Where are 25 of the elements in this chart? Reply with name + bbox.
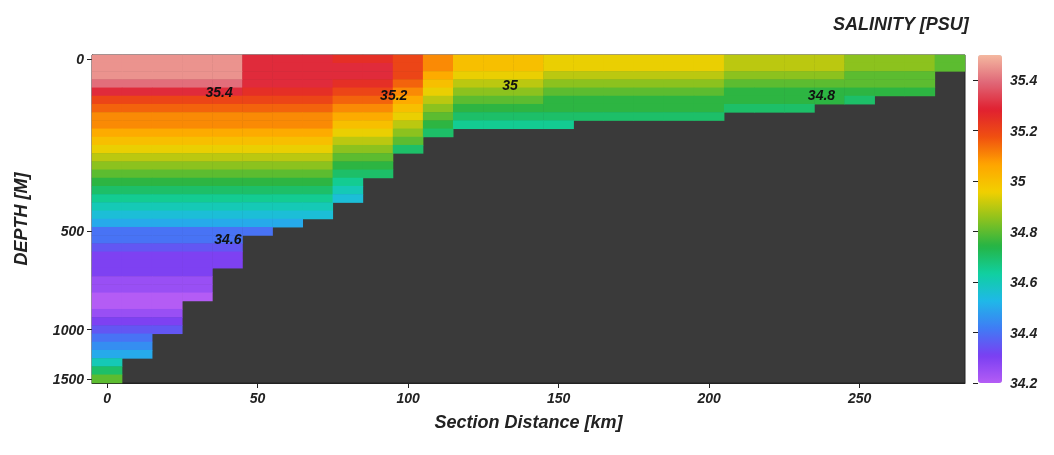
y-tick-label: 1000 [52, 321, 85, 338]
y-axis-title: DEPTH [M] [11, 171, 31, 266]
color-bar-label: 35.2 [1010, 122, 1038, 139]
color-bar-label: 34.6 [1010, 274, 1038, 291]
annotation: 35 [502, 76, 519, 93]
y-tick-label: 1500 [52, 370, 85, 387]
chart-title: SALINITY [PSU] [833, 14, 970, 34]
x-tick-label: 100 [396, 390, 420, 406]
color-bar-label: 34.2 [1010, 375, 1038, 391]
color-bar-label: 34.8 [1010, 223, 1038, 240]
annotation: 34.8 [807, 86, 836, 103]
x-tick-label: 200 [696, 390, 722, 406]
x-tick-label: 0 [103, 390, 112, 406]
annotation: 35.2 [380, 86, 408, 103]
x-axis-title: Section Distance [km] [434, 412, 624, 432]
x-tick-label: 250 [846, 390, 872, 406]
annotation: 35.4 [205, 83, 233, 100]
y-tick-label: 0 [76, 51, 85, 68]
y-tick-label: 500 [60, 223, 85, 240]
x-tick-label: 50 [249, 390, 266, 406]
annotation: 34.6 [214, 231, 242, 248]
color-bar-label: 35.4 [1010, 72, 1038, 89]
color-bar-label: 35 [1010, 173, 1026, 190]
x-tick-label: 150 [546, 390, 571, 406]
color-bar-label: 34.4 [1010, 324, 1038, 341]
